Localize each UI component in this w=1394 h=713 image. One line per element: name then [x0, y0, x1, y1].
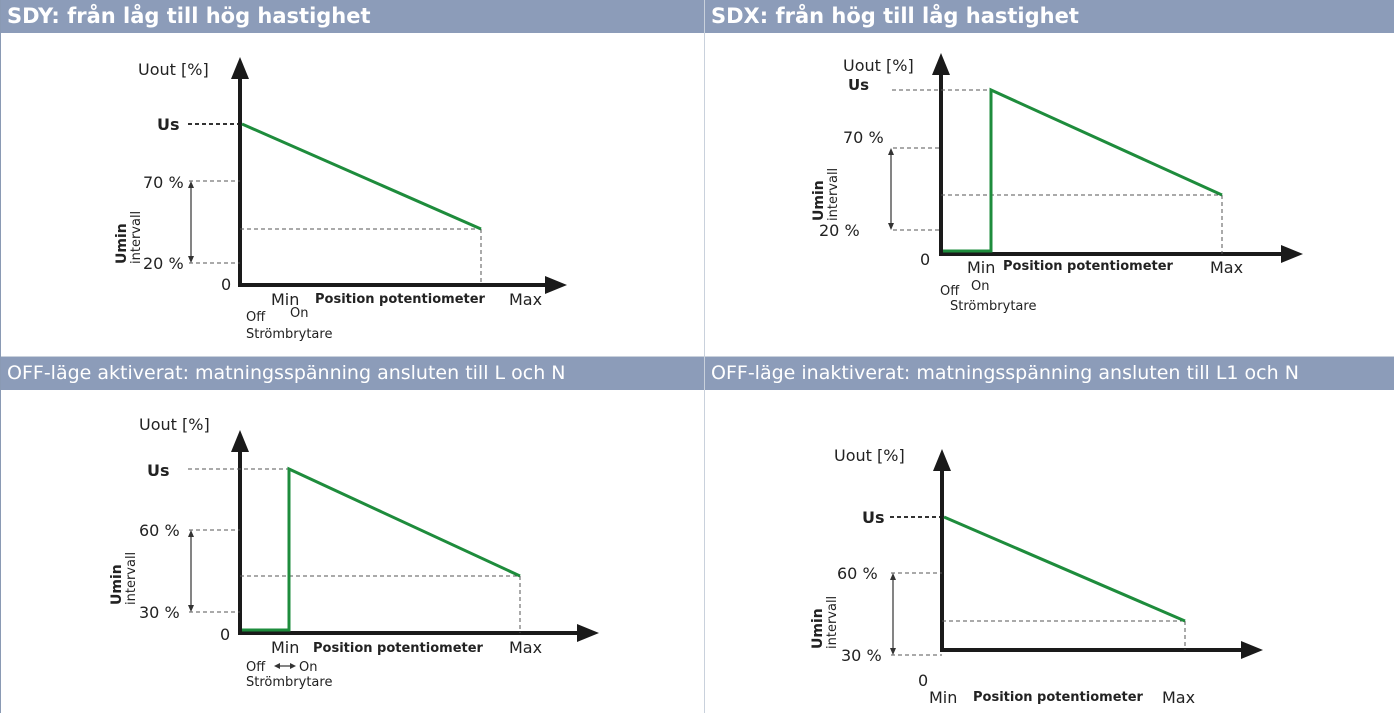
arrowhead-icon — [1241, 641, 1263, 659]
interval-label: intervall — [124, 552, 139, 605]
umin-label: Umin — [114, 223, 130, 264]
chart-off-inactive: Uout [%] Us 60 % 30 % 0 Umin intervall M… — [810, 446, 1263, 707]
output-curve — [242, 466, 521, 632]
y-axis-label: Uout [%] — [138, 60, 209, 79]
umin-label: Umin — [109, 564, 125, 605]
x-min-label: Min — [271, 638, 299, 657]
upper-label: 70 % — [843, 128, 884, 147]
x-max-label: Max — [1210, 258, 1243, 277]
arrowhead-icon — [577, 624, 599, 642]
output-curve — [943, 87, 1223, 253]
chart-sdy: Uout [%] Us 70 % 20 % 0 Umin intervall M… — [114, 57, 567, 342]
x-min-label: Min — [929, 688, 957, 707]
switch-label: Strömbrytare — [246, 327, 332, 342]
upper-label: 60 % — [837, 564, 878, 583]
output-curve — [943, 515, 1186, 623]
interval-label: intervall — [826, 168, 841, 221]
x-max-label: Max — [509, 638, 542, 657]
lower-label: 20 % — [819, 221, 860, 240]
x-axis-label: Position potentiometer — [313, 641, 484, 656]
x-min-label: Min — [967, 258, 995, 277]
y-axis-label: Uout [%] — [834, 446, 905, 465]
panel-sdx: SDX: från hög till låg hastighet Uout [%… — [705, 0, 1394, 357]
zero-label: 0 — [918, 671, 928, 690]
on-label: On — [971, 279, 989, 294]
off-label: Off — [246, 660, 266, 675]
arrowhead-icon — [888, 223, 894, 230]
us-label: Us — [862, 508, 885, 527]
panel-title: SDX: från hög till låg hastighet — [705, 0, 1394, 33]
x-min-label: Min — [271, 290, 299, 309]
zero-label: 0 — [221, 275, 231, 294]
off-label: Off — [940, 284, 960, 299]
panel-title: OFF-läge inaktiverat: matningsspänning a… — [705, 357, 1394, 390]
x-axis-label: Position potentiometer — [1003, 259, 1174, 274]
arrowhead-icon — [890, 648, 896, 655]
off-label: Off — [246, 310, 266, 325]
interval-label: intervall — [825, 596, 840, 649]
panel-off-active: OFF-läge aktiverat: matningsspänning ans… — [1, 357, 705, 713]
panel-off-inactive: OFF-läge inaktiverat: matningsspänning a… — [705, 357, 1394, 713]
arrowhead-icon — [231, 57, 249, 79]
umin-label: Umin — [810, 608, 826, 649]
panel-title: SDY: från låg till hög hastighet — [1, 0, 704, 33]
arrowhead-icon — [1281, 245, 1303, 263]
y-axis-label: Uout [%] — [139, 415, 210, 434]
switch-label: Strömbrytare — [950, 299, 1036, 314]
y-axis-label: Uout [%] — [843, 56, 914, 75]
arrowhead-icon — [188, 256, 194, 263]
double-arrow-icon — [274, 663, 296, 669]
x-axis-label: Position potentiometer — [973, 690, 1144, 705]
interval-label: intervall — [129, 211, 144, 264]
arrowhead-icon — [932, 53, 950, 75]
on-label: On — [290, 306, 308, 321]
arrowhead-icon — [888, 148, 894, 155]
arrowhead-icon — [188, 530, 194, 537]
arrowhead-icon — [890, 573, 896, 580]
arrowhead-icon — [933, 449, 951, 471]
on-label: On — [299, 660, 317, 675]
x-max-label: Max — [1162, 688, 1195, 707]
chart-off-active: Uout [%] Us 60 % 30 % 0 Umin intervall M… — [109, 415, 599, 690]
zero-label: 0 — [220, 625, 230, 644]
us-label: Us — [157, 115, 180, 134]
chart-sdx: Uout [%] Us 70 % 20 % 0 Umin intervall M… — [811, 53, 1303, 314]
us-label: Us — [848, 76, 869, 94]
umin-label: Umin — [811, 180, 827, 221]
upper-label: 70 % — [143, 173, 184, 192]
output-curve — [241, 122, 482, 231]
upper-label: 60 % — [139, 521, 180, 540]
panel-title: OFF-läge aktiverat: matningsspänning ans… — [1, 357, 704, 390]
lower-label: 30 % — [139, 603, 180, 622]
arrowhead-icon — [231, 430, 249, 452]
x-axis-label: Position potentiometer — [315, 292, 486, 307]
switch-label: Strömbrytare — [246, 675, 332, 690]
arrowhead-icon — [188, 181, 194, 188]
lower-label: 20 % — [143, 254, 184, 273]
us-label: Us — [147, 461, 170, 480]
arrowhead-icon — [188, 605, 194, 612]
zero-label: 0 — [920, 250, 930, 269]
lower-label: 30 % — [841, 646, 882, 665]
arrowhead-icon — [545, 276, 567, 294]
panel-sdy: SDY: från låg till hög hastighet Uout [%… — [1, 0, 705, 357]
x-max-label: Max — [509, 290, 542, 309]
